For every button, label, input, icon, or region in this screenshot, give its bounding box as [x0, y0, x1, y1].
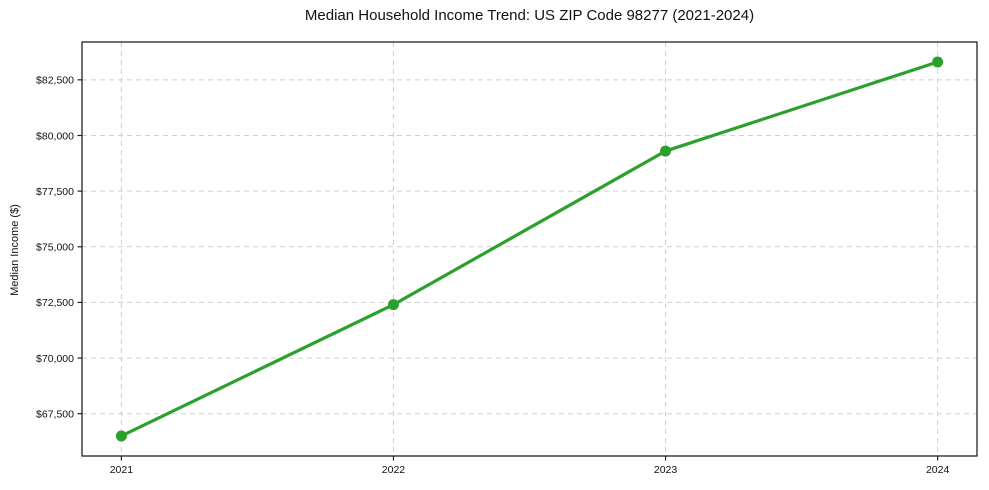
data-point-2023 — [660, 145, 672, 157]
x-tick-label: 2024 — [926, 464, 950, 476]
y-tick-label: $82,500 — [36, 75, 74, 87]
y-tick-label: $80,000 — [36, 130, 74, 142]
data-point-2021 — [115, 430, 127, 442]
plot-border — [81, 41, 978, 457]
y-tick-label: $72,500 — [36, 297, 74, 309]
y-tick-label: $70,000 — [36, 353, 74, 365]
chart-title: Median Household Income Trend: US ZIP Co… — [304, 7, 755, 24]
x-tick-label: 2021 — [110, 464, 134, 476]
x-tick-label: 2023 — [654, 464, 678, 476]
y-tick-label: $77,500 — [36, 186, 74, 198]
data-point-2022 — [387, 299, 399, 311]
y-tick-label: $67,500 — [36, 409, 74, 421]
data-point-2024 — [932, 56, 944, 68]
trend-line — [119, 60, 940, 438]
y-tick-label: $75,000 — [36, 242, 74, 254]
x-tick-label: 2022 — [382, 464, 406, 476]
